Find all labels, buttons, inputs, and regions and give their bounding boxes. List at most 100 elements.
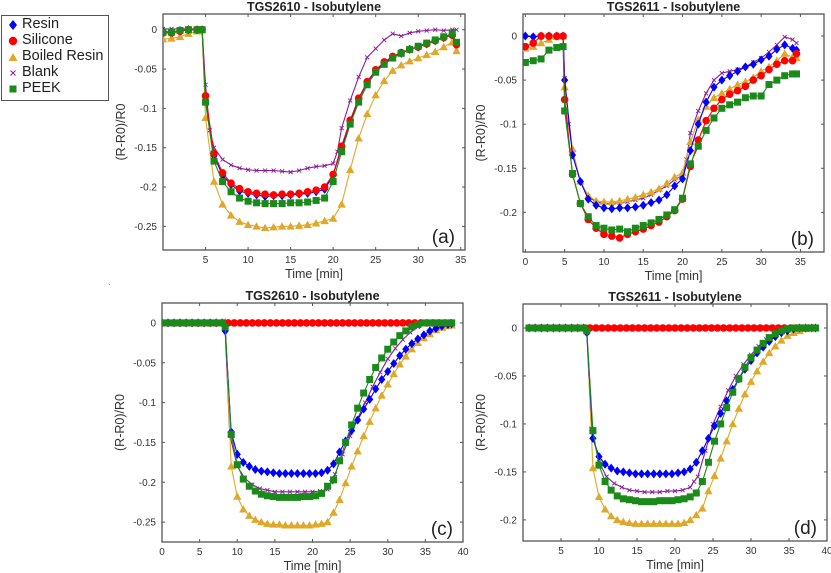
data-point-silicone [380,319,389,327]
data-point-peek [261,200,269,208]
x-tick-label: 15 [631,546,643,557]
data-point-peek [680,495,688,503]
data-point-silicone [254,319,263,327]
data-point-peek [414,321,422,329]
data-point-blank [390,31,396,36]
y-tick-label: -0.05 [494,76,517,87]
data-point-silicone [756,324,764,332]
data-point-resin [293,468,302,478]
data-point-peek [583,327,591,335]
y-axis-label: (R-R0)/R0 [474,104,488,161]
data-point-resin [354,415,362,425]
data-point-boiled-resin [439,42,448,51]
data-point-resin [698,446,706,456]
data-point-peek [210,157,218,165]
data-point-boiled-resin [245,511,254,519]
data-point-silicone [622,324,631,332]
data-point-peek [245,482,253,490]
data-point-silicone [386,319,395,327]
data-point-silicone [290,319,299,327]
data-point-silicone [356,319,365,327]
data-point-silicone [368,319,377,327]
data-point-peek [440,33,448,41]
data-point-blank [271,168,276,173]
data-point-silicone [640,324,649,332]
data-point-peek [679,194,687,202]
data-point-silicone [719,324,728,332]
data-point-resin [710,421,719,431]
data-point-peek [537,55,545,63]
circle-marker-icon [8,36,18,46]
x-tick-label: 20 [328,255,340,266]
data-point-peek [663,211,671,219]
data-point-blank [691,479,697,484]
data-point-boiled-resin [209,177,219,185]
data-point-boiled-resin [678,168,687,176]
data-point-peek [625,496,633,504]
data-point-peek [589,427,597,435]
data-point-peek [655,215,663,223]
series-peek [523,43,800,236]
data-point-resin [702,97,710,107]
data-point-peek [198,26,206,34]
y-tick-label: -0.05 [133,358,156,369]
data-point-boiled-resin [716,454,725,462]
data-point-boiled-resin [335,495,344,503]
data-point-boiled-resin [631,193,640,201]
data-point-peek [384,345,392,353]
data-point-boiled-resin [725,84,734,93]
data-point-resin [299,468,308,478]
data-point-peek [674,496,682,504]
data-point-boiled-resin [251,515,260,523]
data-point-boiled-resin [311,520,320,528]
data-point-peek [607,486,615,494]
data-point-resin [311,468,320,478]
data-point-peek [218,319,226,327]
x-tick-label: 10 [593,546,605,557]
data-point-boiled-resin [235,217,244,225]
data-point-peek [753,346,761,354]
data-point-boiled-resin [613,515,622,524]
data-point-resin [749,59,757,69]
data-point-boiled-resin [388,66,397,74]
data-point-peek [559,43,567,51]
y-tick-label: -0.2 [500,515,518,526]
data-point-silicone [677,324,685,332]
data-point-silicone [218,169,227,177]
stray-mark: ` [108,283,111,292]
data-point-peek [569,170,577,178]
data-point-peek [431,36,439,44]
data-point-silicone [702,116,710,125]
data-point-peek [729,388,737,396]
data-point-peek [765,81,773,89]
x-tick-label: 5 [197,547,203,558]
data-point-silicone [598,324,606,332]
data-point-resin [378,374,386,384]
data-point-boiled-resin [227,462,236,470]
y-tick-label: -0.15 [494,467,517,478]
x-axis-label: Time [min] [645,269,703,283]
data-point-peek [312,492,320,500]
data-point-boiled-resin [347,462,356,470]
data-point-silicone [523,42,530,51]
data-point-peek [595,461,603,469]
data-point-resin [402,344,410,354]
data-point-peek [444,319,452,327]
data-point-boiled-resin [303,220,312,229]
data-point-peek [389,54,397,62]
data-point-resin [623,203,632,213]
y-tick-label: -0.1 [500,419,518,430]
data-point-peek [777,327,785,335]
data-point-silicone [710,104,718,113]
x-tick-label: 5 [562,257,568,268]
data-point-blank [347,98,353,103]
data-point-peek [702,126,710,134]
data-point-resin [281,468,290,478]
data-point-peek [812,324,820,332]
data-point-silicone [235,184,244,193]
x-tick-label: 5 [558,546,564,557]
x-tick-label: 15 [285,255,297,266]
data-point-blank [407,30,413,36]
data-point-peek [304,198,312,206]
x-tick-label: 40 [821,546,831,557]
